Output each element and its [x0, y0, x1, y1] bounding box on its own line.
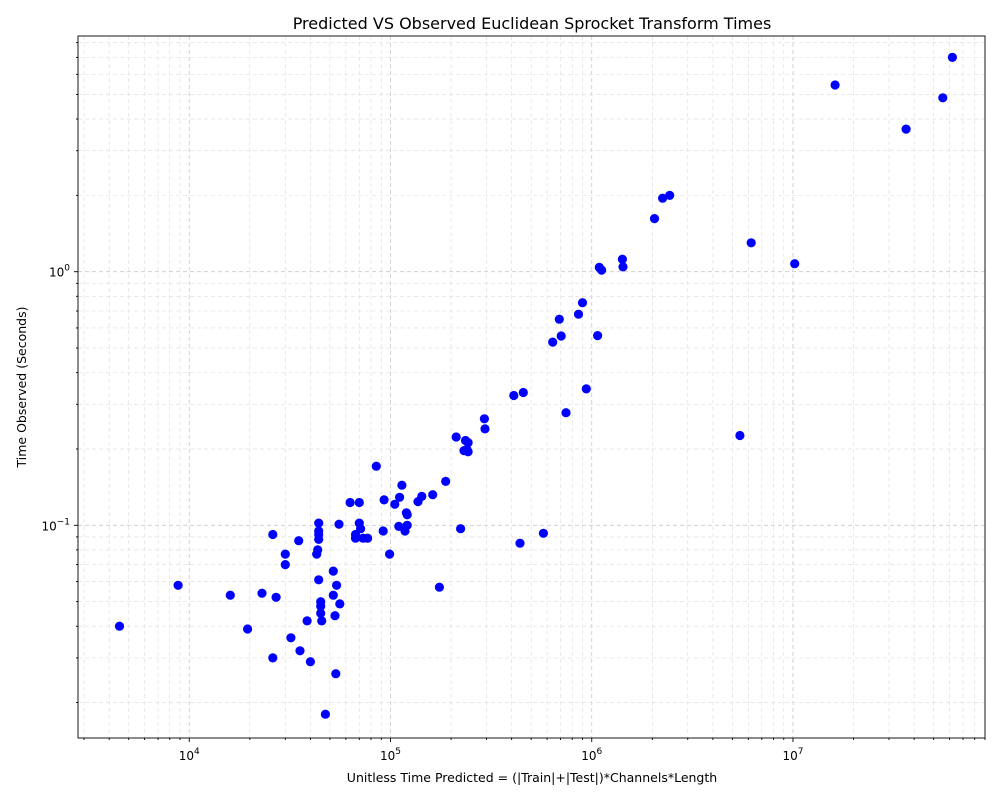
- x-tick-label: 104: [179, 747, 200, 763]
- data-point: [314, 575, 324, 585]
- data-point: [379, 495, 389, 505]
- data-point: [173, 580, 183, 590]
- x-axis-label: Unitless Time Predicted = (|Train|+|Test…: [347, 770, 717, 785]
- data-point: [302, 616, 312, 626]
- data-point: [316, 601, 326, 611]
- data-point: [268, 653, 278, 663]
- data-point: [538, 528, 549, 538]
- data-point: [518, 387, 528, 398]
- data-point: [577, 298, 588, 308]
- data-point: [434, 582, 444, 592]
- data-point: [901, 124, 911, 134]
- data-point: [332, 580, 342, 590]
- data-point: [938, 93, 948, 103]
- data-point: [548, 337, 558, 347]
- data-point: [314, 518, 324, 528]
- data-point: [313, 545, 323, 555]
- y-axis-label: Time Observed (Seconds): [14, 307, 29, 469]
- data-point: [328, 590, 338, 600]
- data-point: [463, 447, 473, 457]
- data-point: [561, 408, 571, 418]
- x-tick-label: 106: [581, 747, 602, 763]
- data-point: [345, 497, 355, 508]
- data-point: [317, 616, 327, 626]
- data-point: [397, 480, 407, 490]
- data-point: [402, 520, 412, 530]
- grid-lines: [78, 36, 986, 738]
- data-point: [350, 533, 361, 543]
- data-point: [356, 524, 366, 534]
- data-point: [328, 566, 338, 576]
- data-point: [331, 669, 341, 679]
- data-point: [271, 592, 281, 602]
- data-point: [268, 529, 278, 540]
- data-point: [314, 534, 324, 545]
- data-point: [573, 309, 584, 319]
- data-point: [305, 657, 315, 667]
- data-point: [363, 533, 373, 543]
- data-point: [354, 497, 364, 508]
- data-point: [330, 611, 340, 621]
- axis-ticks: 104 105 106 107 10−1 100: [41, 42, 986, 763]
- data-point: [617, 254, 628, 264]
- data-point: [334, 519, 344, 529]
- data-point: [378, 526, 388, 536]
- data-point: [581, 384, 591, 394]
- data-point: [390, 499, 400, 509]
- data-point: [665, 190, 675, 200]
- data-points: [114, 52, 958, 719]
- data-point: [316, 608, 326, 618]
- chart-title: Predicted VS Observed Euclidean Sprocket…: [293, 14, 772, 33]
- data-point: [597, 265, 607, 275]
- data-point: [225, 590, 235, 600]
- data-point: [280, 549, 290, 559]
- data-point: [395, 492, 405, 502]
- data-point: [658, 193, 668, 203]
- y-tick-label: 100: [49, 264, 70, 280]
- data-point: [335, 599, 345, 609]
- y-tick-label: 10−1: [41, 517, 70, 533]
- data-point: [790, 259, 800, 269]
- data-point: [554, 314, 564, 324]
- x-tick-label: 107: [782, 747, 803, 763]
- data-point: [556, 331, 566, 341]
- data-point: [417, 491, 427, 501]
- data-point: [441, 476, 451, 486]
- data-point: [385, 549, 395, 559]
- data-point: [649, 214, 660, 224]
- data-point: [320, 709, 330, 719]
- data-point: [371, 461, 381, 471]
- x-tick-label: 105: [380, 747, 401, 763]
- data-point: [257, 588, 267, 598]
- data-point: [451, 432, 461, 442]
- data-point: [243, 624, 253, 634]
- data-point: [618, 262, 628, 272]
- data-point: [402, 510, 412, 520]
- data-point: [456, 524, 466, 534]
- data-point: [746, 238, 756, 248]
- data-point: [286, 633, 296, 643]
- data-point: [114, 621, 125, 631]
- data-point: [593, 331, 603, 341]
- data-point: [735, 430, 745, 441]
- data-point: [294, 536, 304, 546]
- data-point: [509, 390, 519, 401]
- data-point: [428, 490, 438, 500]
- data-point: [295, 646, 305, 656]
- data-point: [515, 538, 525, 548]
- data-point: [830, 80, 840, 90]
- data-point: [947, 52, 958, 63]
- plot-frame: [77, 35, 986, 739]
- data-point: [479, 414, 489, 424]
- data-point: [280, 560, 290, 570]
- data-point: [463, 438, 473, 448]
- data-point: [480, 424, 490, 434]
